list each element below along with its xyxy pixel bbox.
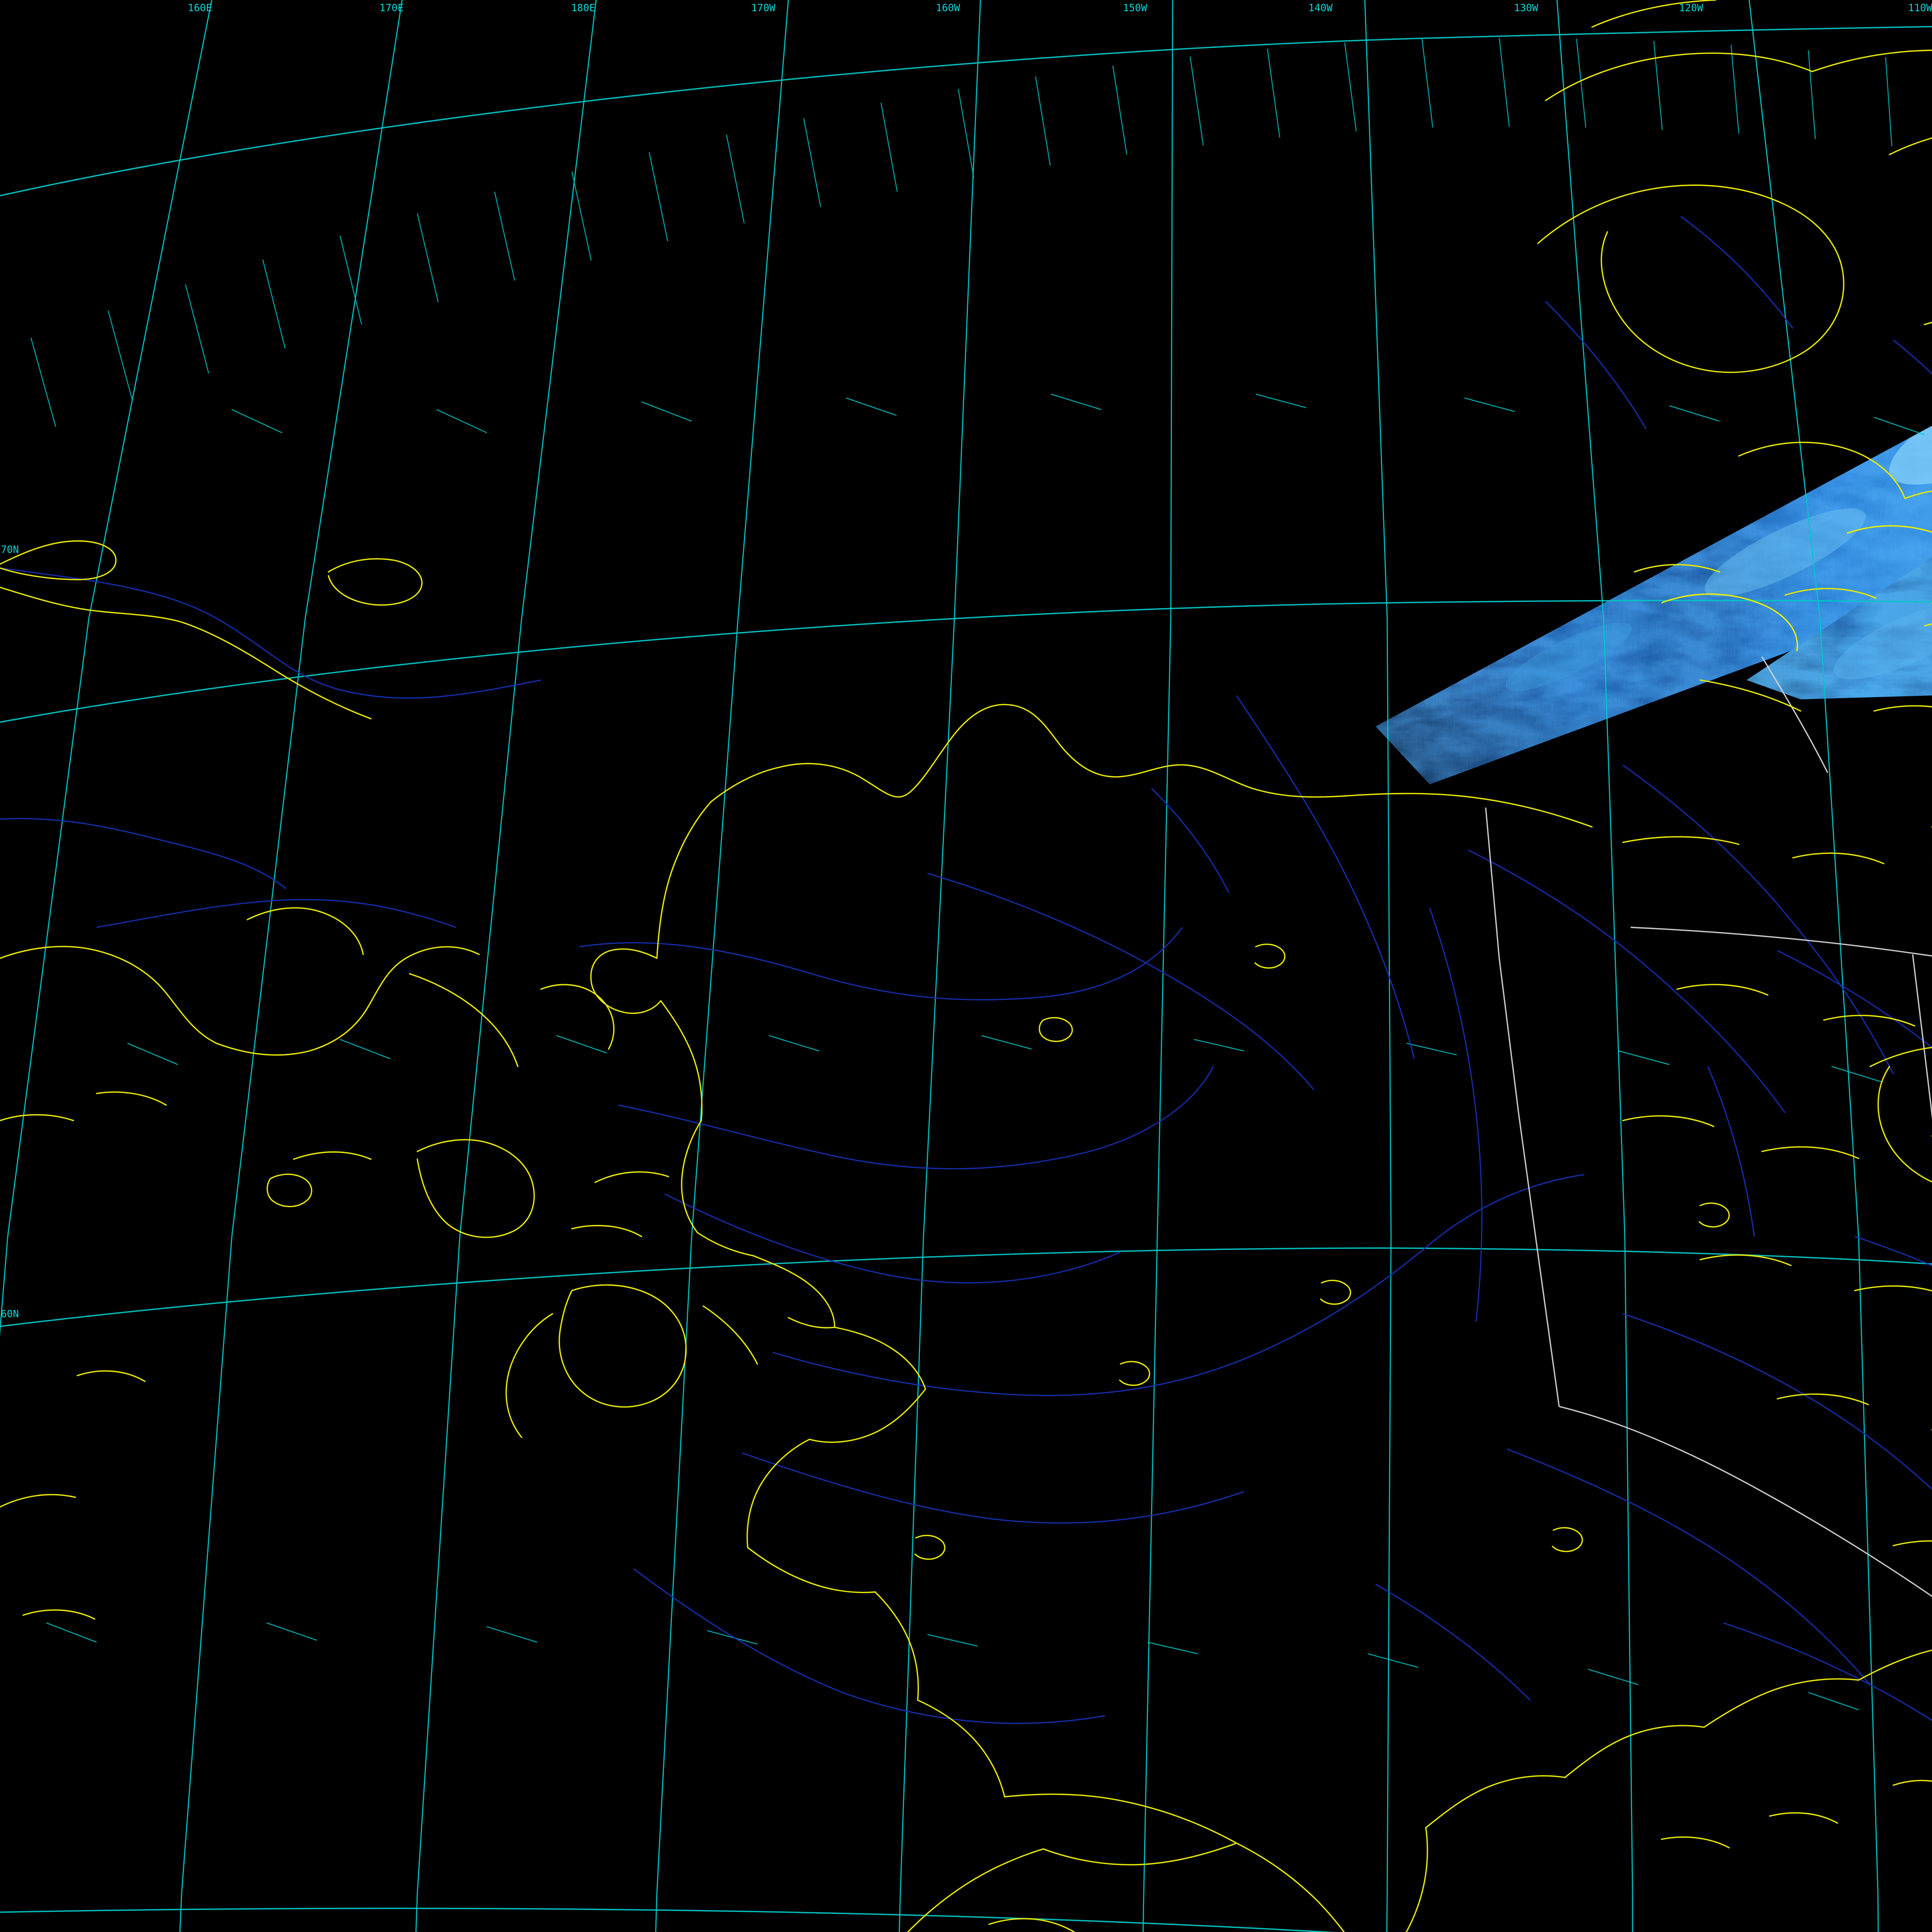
rivers-layer [0,216,1932,1724]
graticule-cross-ticks [46,393,1925,1711]
borders-layer [1485,656,1932,1597]
graticule-minor-ticks [30,37,1893,427]
parallel-lines [0,26,1932,1932]
coastline-over-swath [1661,525,1932,651]
